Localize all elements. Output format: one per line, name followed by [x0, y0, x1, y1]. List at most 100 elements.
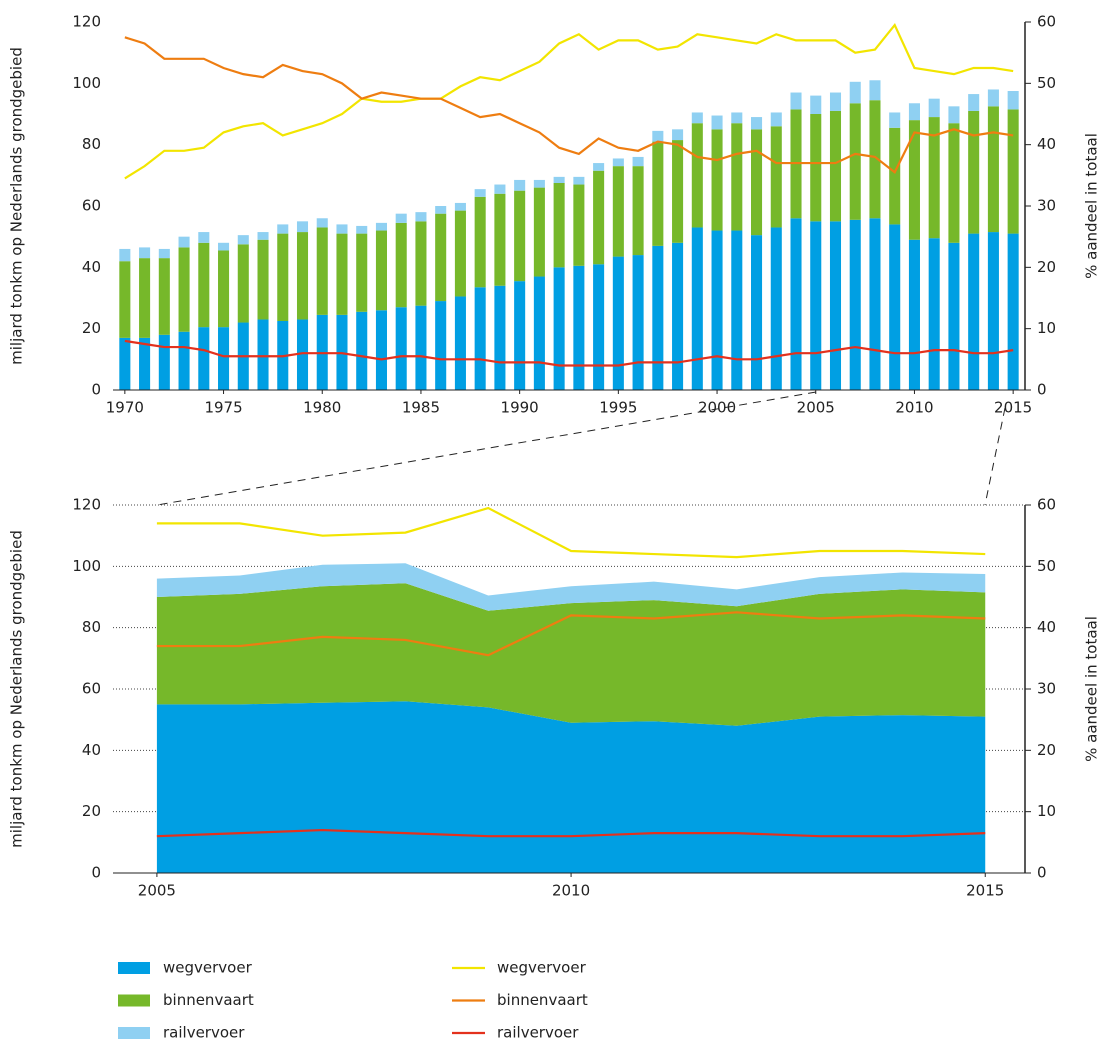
- bar-segment: [198, 327, 210, 390]
- bar-segment: [987, 106, 999, 233]
- bar-segment: [731, 112, 743, 124]
- bar-segment: [375, 230, 387, 311]
- bar-segment: [751, 235, 763, 390]
- bar-segment: [474, 196, 486, 288]
- bar-segment: [928, 98, 940, 118]
- bar-segment: [810, 95, 822, 114]
- bar-segment: [593, 264, 605, 390]
- bar-segment: [454, 202, 466, 211]
- bar-segment: [790, 218, 802, 390]
- bar-segment: [829, 110, 842, 222]
- line: [156, 506, 986, 559]
- y2-tick-label: 0: [1037, 381, 1047, 399]
- x-tick-label: 2010: [552, 882, 590, 900]
- bar-segment: [198, 232, 210, 243]
- bar-segment: [494, 285, 506, 390]
- x-tick-label: 1980: [303, 399, 341, 417]
- bar-segment: [494, 193, 506, 286]
- bar-segment: [770, 112, 782, 127]
- bar-segment: [711, 230, 723, 390]
- area: [156, 563, 986, 611]
- bar-segment: [158, 334, 170, 390]
- bar-segment: [691, 112, 703, 124]
- legend-label: railvervoer: [497, 1024, 579, 1042]
- bar-segment: [672, 129, 684, 141]
- bar-segment: [533, 179, 545, 188]
- bar-segment: [1007, 91, 1019, 110]
- y-tick-label: 20: [82, 319, 101, 337]
- y2-tick-label: 50: [1037, 74, 1056, 92]
- y-tick-label: 80: [82, 135, 101, 153]
- bar-segment: [218, 242, 230, 251]
- bar-segment: [987, 89, 999, 107]
- bar-segment: [691, 227, 703, 390]
- bar-segment: [158, 258, 170, 335]
- legend-swatch: [118, 1027, 150, 1039]
- bar-segment: [731, 230, 743, 390]
- x-tick-label: 2000: [698, 399, 736, 417]
- y2-tick-label: 0: [1037, 864, 1047, 882]
- bar-segment: [277, 233, 289, 321]
- y-tick-label: 60: [82, 197, 101, 215]
- bar-segment: [514, 281, 526, 390]
- y-axis-label: miljard tonkm op Nederlands grondgebied: [8, 530, 26, 848]
- bar-segment: [395, 307, 407, 390]
- bar-segment: [375, 310, 387, 390]
- y2-tick-label: 10: [1037, 319, 1056, 337]
- bar-segment: [277, 224, 289, 234]
- bar-segment: [237, 244, 249, 323]
- bar-segment: [908, 239, 920, 390]
- bar-segment: [454, 296, 466, 390]
- bar-segment: [612, 256, 624, 390]
- y2-axis-label: % aandeel in totaal: [1083, 133, 1101, 279]
- bar-segment: [968, 233, 980, 390]
- y-tick-label: 80: [82, 618, 101, 636]
- area: [156, 701, 986, 873]
- bar-segment: [218, 327, 230, 390]
- x-tick-label: 2015: [994, 399, 1032, 417]
- bar-segment: [1007, 109, 1019, 234]
- bar-segment: [612, 158, 624, 167]
- bar-segment: [573, 184, 585, 266]
- bar-segment: [139, 337, 151, 390]
- bar-segment: [375, 222, 387, 231]
- line: [124, 36, 1014, 174]
- x-tick-label: 1985: [402, 399, 440, 417]
- y-tick-label: 0: [91, 864, 101, 882]
- y2-tick-label: 10: [1037, 802, 1056, 820]
- bar-segment: [474, 189, 486, 197]
- bar-segment: [514, 190, 526, 282]
- bar-segment: [869, 218, 881, 390]
- bar-segment: [178, 236, 190, 248]
- bar-segment: [296, 319, 309, 390]
- y-tick-label: 100: [72, 74, 101, 92]
- bar-segment: [731, 123, 743, 231]
- bar-segment: [810, 114, 822, 222]
- y-tick-label: 100: [72, 557, 101, 575]
- y2-tick-label: 60: [1037, 13, 1056, 31]
- line: [124, 22, 1014, 180]
- bar-segment: [948, 106, 960, 124]
- bar-segment: [415, 221, 427, 306]
- bar-segment: [415, 212, 427, 222]
- bar-segment: [395, 213, 407, 223]
- bar-segment: [849, 81, 861, 104]
- line: [156, 828, 986, 838]
- bar-segment: [553, 267, 565, 390]
- zoom-line: [984, 407, 1006, 506]
- bar-segment: [889, 127, 901, 225]
- bar-segment: [296, 221, 309, 233]
- bar-segment: [435, 301, 447, 390]
- x-tick-label: 2015: [966, 882, 1004, 900]
- bar-segment: [751, 117, 763, 130]
- bar-segment: [553, 176, 565, 183]
- line: [156, 611, 986, 657]
- bar-segment: [198, 242, 210, 328]
- y-axis-label: miljard tonkm op Nederlands grondgebied: [8, 47, 26, 365]
- bar-segment: [593, 170, 605, 265]
- bar-segment: [672, 242, 684, 390]
- bar-segment: [612, 166, 624, 257]
- bar-segment: [751, 129, 763, 236]
- bar-segment: [968, 94, 980, 111]
- bar-segment: [395, 222, 407, 308]
